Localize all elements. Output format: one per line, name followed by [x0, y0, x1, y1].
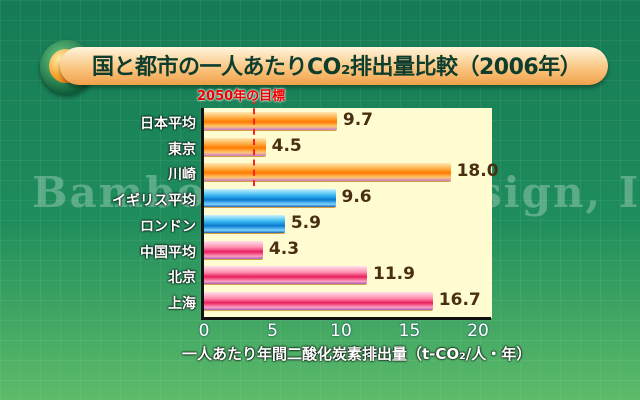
- category-label: ロンドン: [140, 218, 196, 235]
- bar: [204, 291, 433, 310]
- title-banner: [60, 47, 608, 85]
- x-axis: [201, 317, 491, 320]
- category-label: 上海: [168, 295, 196, 312]
- x-tick-label: 5: [267, 321, 278, 341]
- data-label: 9.7: [342, 110, 373, 130]
- x-tick-label: 10: [330, 321, 352, 341]
- bar: [204, 214, 285, 233]
- bar: [204, 189, 336, 208]
- x-tick-label: 0: [198, 321, 210, 341]
- category-label: 日本平均: [140, 116, 196, 132]
- x-tick-label: 15: [398, 321, 421, 341]
- data-label: 18.0: [456, 161, 499, 182]
- data-label: 16.7: [438, 289, 481, 310]
- y-axis: [201, 108, 204, 320]
- target-label: 2050年の目標: [197, 89, 286, 104]
- category-label: 東京: [168, 141, 196, 158]
- data-label: 4.3: [268, 238, 300, 259]
- data-label: 9.6: [341, 187, 372, 208]
- data-label: 5.9: [290, 212, 321, 233]
- category-label: イギリス平均: [112, 193, 196, 210]
- bar: [204, 137, 266, 156]
- category-label: 川崎: [168, 167, 196, 184]
- data-label: 4.5: [271, 135, 302, 156]
- bar: [204, 266, 368, 285]
- category-label: 北京: [168, 270, 196, 287]
- x-axis-label: 一人あたり年間二酸化炭素排出量（t-CO₂/人・年）: [182, 345, 532, 363]
- target-line: [253, 98, 256, 186]
- chart-title: 国と都市の一人あたりCO₂排出量比較（2006年）: [92, 55, 582, 80]
- bar: [204, 112, 337, 130]
- bar: [204, 163, 451, 182]
- bar: [204, 240, 263, 259]
- x-tick-label: 20: [467, 321, 489, 341]
- data-label: 11.9: [373, 264, 415, 285]
- category-label: 中国平均: [140, 244, 196, 261]
